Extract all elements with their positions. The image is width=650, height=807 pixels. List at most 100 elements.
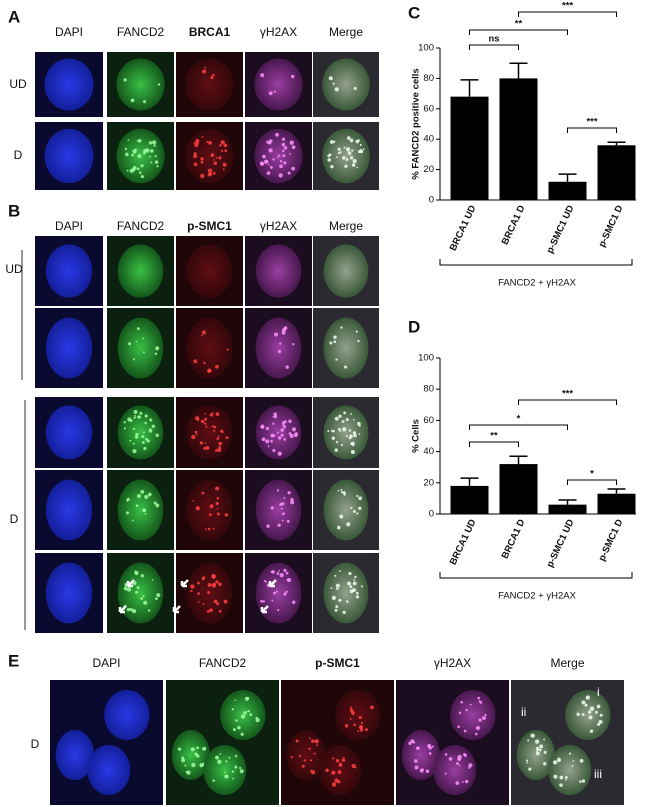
focus xyxy=(124,147,128,151)
focus xyxy=(223,143,228,148)
significance-label: ** xyxy=(490,431,498,442)
focus xyxy=(337,147,341,151)
focus xyxy=(143,431,145,434)
focus xyxy=(216,507,219,510)
nucleus xyxy=(186,479,233,541)
focus xyxy=(134,435,139,439)
focus xyxy=(203,361,206,365)
focus xyxy=(152,140,157,145)
focus xyxy=(308,737,311,740)
column-header: DAPI xyxy=(55,25,83,39)
y-axis-label: % FANCD2 positive cells xyxy=(411,68,422,179)
column-header: DAPI xyxy=(92,656,120,670)
focus xyxy=(127,589,130,592)
y-tick-label: 100 xyxy=(418,43,434,54)
nucleus xyxy=(87,745,131,795)
focus xyxy=(197,601,200,603)
focus xyxy=(329,140,334,144)
focus xyxy=(186,770,191,775)
focus xyxy=(337,489,340,492)
focus xyxy=(136,493,141,498)
focus xyxy=(218,441,223,446)
focus xyxy=(335,605,339,609)
focus xyxy=(271,599,274,602)
focus xyxy=(131,608,137,614)
focus xyxy=(193,152,197,156)
focus xyxy=(128,342,132,346)
focus xyxy=(278,173,283,178)
focus xyxy=(358,424,361,427)
focus xyxy=(127,587,132,592)
focus xyxy=(342,427,347,432)
column-header: γH2AX xyxy=(260,219,297,233)
focus xyxy=(344,723,349,728)
focus xyxy=(526,759,529,762)
focus xyxy=(277,349,282,354)
focus xyxy=(255,716,258,719)
focus xyxy=(221,431,224,434)
focus xyxy=(353,723,357,727)
focus xyxy=(288,432,292,435)
row-label: UD xyxy=(5,262,23,276)
focus xyxy=(139,411,143,415)
focus xyxy=(428,746,432,750)
focus xyxy=(331,770,336,775)
bar xyxy=(450,485,489,514)
focus xyxy=(332,757,335,760)
focus xyxy=(345,147,351,152)
focus xyxy=(156,592,161,598)
focus xyxy=(556,757,562,763)
focus xyxy=(143,446,147,451)
arrow xyxy=(126,579,135,588)
focus xyxy=(334,778,339,783)
focus xyxy=(232,777,235,780)
focus xyxy=(571,765,574,767)
focus xyxy=(414,765,419,770)
focus xyxy=(147,492,152,497)
focus xyxy=(184,764,187,767)
nucleus xyxy=(516,730,556,780)
nucleus xyxy=(335,690,381,740)
focus xyxy=(260,73,265,78)
focus xyxy=(215,412,220,417)
focus xyxy=(272,434,276,437)
focus xyxy=(249,713,253,717)
focus xyxy=(351,763,356,769)
focus xyxy=(349,717,352,720)
focus xyxy=(142,508,146,513)
focus xyxy=(155,597,158,601)
focus xyxy=(290,74,295,79)
focus xyxy=(352,444,355,447)
charts: C % FANCD2 positive cells 0 20 40 60 80 100 BRCA… xyxy=(408,1,636,602)
focus xyxy=(599,713,603,717)
focus xyxy=(315,744,318,747)
focus xyxy=(268,139,273,143)
focus xyxy=(193,162,198,167)
focus xyxy=(568,752,572,755)
focus xyxy=(334,87,339,92)
focus xyxy=(355,595,360,599)
x-tick-label: BRCA1 UD xyxy=(448,518,479,567)
column-header: γH2AX xyxy=(260,25,297,39)
focus xyxy=(360,721,364,725)
focus xyxy=(262,154,266,159)
focus xyxy=(207,527,211,531)
focus xyxy=(347,151,352,155)
focus xyxy=(559,783,563,787)
focus xyxy=(576,712,580,717)
focus xyxy=(286,578,289,581)
focus xyxy=(290,497,294,502)
nucleus xyxy=(55,730,95,780)
focus xyxy=(145,148,150,153)
focus xyxy=(340,326,343,329)
focus xyxy=(277,436,282,440)
focus xyxy=(234,699,236,702)
y-axis-label: % Cells xyxy=(411,419,422,453)
focus xyxy=(265,581,268,583)
nucleus xyxy=(450,690,496,740)
focus xyxy=(465,708,468,712)
focus xyxy=(207,591,210,594)
focus xyxy=(346,581,352,586)
nucleus xyxy=(186,405,233,460)
focus xyxy=(410,739,415,744)
